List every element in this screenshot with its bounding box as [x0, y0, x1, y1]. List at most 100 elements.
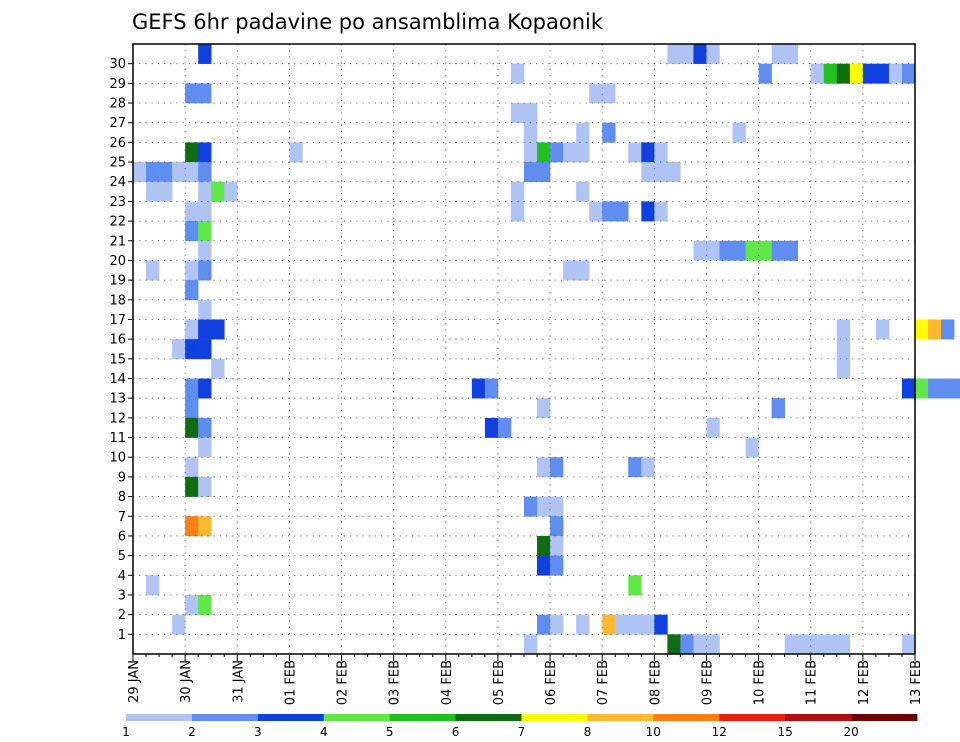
y-tick-label: 17 — [109, 313, 126, 328]
colorbar-label: 6 — [452, 725, 460, 739]
heatmap-cell — [198, 437, 212, 458]
heatmap-cell — [185, 280, 199, 301]
y-tick-label: 9 — [118, 470, 126, 485]
heatmap-cell — [537, 162, 551, 183]
y-tick-label: 12 — [109, 411, 126, 426]
colorbar-label: 10 — [646, 725, 661, 739]
colorbar-segment — [851, 714, 918, 721]
x-tick-label: 03 FEB — [388, 660, 403, 705]
heatmap-cell — [915, 378, 929, 399]
x-tick-label: 05 FEB — [492, 660, 507, 705]
x-tick-label: 29 JAN — [127, 660, 142, 703]
heatmap-cell — [185, 83, 199, 104]
heatmap-cell — [524, 142, 538, 163]
heatmap-cell — [471, 378, 486, 399]
heatmap-cell — [836, 634, 851, 655]
heatmap-cell — [198, 181, 212, 202]
heatmap-cell — [198, 260, 212, 281]
heatmap-cell — [510, 201, 525, 222]
heatmap-cell — [146, 260, 160, 281]
y-tick-label: 14 — [109, 372, 126, 387]
heatmap-cell — [628, 575, 642, 596]
heatmap-cell — [185, 319, 199, 340]
y-tick-label: 27 — [109, 116, 126, 131]
y-tick-label: 24 — [109, 175, 126, 190]
heatmap-cell — [641, 201, 655, 222]
y-tick-label: 4 — [118, 569, 126, 584]
heatmap-cell — [862, 63, 877, 84]
heatmap-cell — [771, 44, 785, 64]
colorbar-segment — [126, 714, 193, 721]
heatmap-cell — [602, 614, 616, 635]
heatmap-cell — [198, 417, 212, 438]
y-tick-label: 26 — [109, 136, 126, 151]
heatmap-cell — [550, 457, 564, 478]
x-tick-label: 12 FEB — [857, 660, 872, 705]
colorbar-label: 5 — [386, 725, 394, 739]
heatmap-cell — [667, 634, 681, 655]
heatmap-cell — [615, 201, 629, 222]
heatmap-cell — [185, 516, 199, 537]
heatmap-cell — [537, 142, 551, 163]
x-axis: 29 JAN 30 JAN 31 JAN 01 FEB 02 FEB 03 FEB 04 F… — [127, 654, 924, 705]
colorbar-segment — [719, 714, 786, 721]
heatmap-cell — [706, 634, 720, 655]
heatmap-cell — [510, 103, 525, 124]
colorbar: 1 2 3 4 5 6 7 8 10 12 15 20 — [122, 714, 918, 739]
heatmap-cell — [836, 339, 851, 360]
heatmap-cell — [211, 319, 225, 340]
y-tick-label: 3 — [118, 588, 126, 603]
heatmap-cell — [602, 83, 616, 104]
heatmap-cell — [185, 162, 199, 183]
heatmap-cell — [745, 437, 759, 458]
heatmap-cell — [198, 142, 212, 163]
heatmap-cell — [680, 44, 694, 64]
chart-title: GEFS 6hr padavine po ansamblima Kopaonik — [132, 10, 604, 34]
heatmap-cell — [797, 634, 812, 655]
heatmap-cell — [576, 122, 590, 143]
x-tick-label: 31 JAN — [231, 660, 246, 703]
heatmap-cell — [628, 614, 642, 635]
y-tick-label: 10 — [109, 451, 126, 466]
heatmap-cell — [497, 417, 512, 438]
heatmap-cell — [576, 260, 590, 281]
heatmap-cell — [146, 162, 160, 183]
y-tick-label: 11 — [109, 431, 126, 446]
colorbar-segment — [521, 714, 588, 721]
heatmap-cell — [537, 398, 551, 419]
heatmap-cell — [172, 162, 186, 183]
heatmap-cell — [823, 634, 838, 655]
heatmap-cell — [563, 142, 577, 163]
heatmap-cell — [836, 319, 851, 340]
heatmap-cell — [888, 63, 903, 84]
heatmap-cell — [185, 260, 199, 281]
heatmap-cell — [198, 44, 212, 64]
heatmap-cell — [654, 162, 668, 183]
heatmap-cell — [550, 535, 564, 556]
heatmap-cell — [615, 614, 629, 635]
colorbar-label: 12 — [712, 725, 727, 739]
heatmap-cell — [198, 516, 212, 537]
heatmap-cell — [185, 201, 199, 222]
heatmap-cell — [823, 63, 838, 84]
heatmap-cell — [654, 201, 668, 222]
colorbar-label: 7 — [518, 725, 526, 739]
heatmap-cell — [875, 319, 890, 340]
heatmap-cell — [537, 457, 551, 478]
x-tick-label: 01 FEB — [283, 660, 298, 705]
heatmap-cell — [915, 319, 929, 340]
heatmap-cell — [628, 457, 642, 478]
heatmap-cell — [693, 634, 707, 655]
heatmap-cell — [941, 319, 955, 340]
heatmap-cell — [941, 378, 955, 399]
heatmap-cell — [185, 142, 199, 163]
heatmap-cell — [198, 221, 212, 242]
heatmap-cell — [654, 614, 668, 635]
heatmap-cell — [185, 594, 199, 615]
heatmap-cell — [602, 122, 616, 143]
x-tick-label: 02 FEB — [336, 660, 351, 705]
heatmap-cell — [537, 555, 551, 576]
heatmap-cell — [484, 417, 499, 438]
heatmap-cell — [732, 122, 746, 143]
y-tick-label: 6 — [118, 529, 126, 544]
